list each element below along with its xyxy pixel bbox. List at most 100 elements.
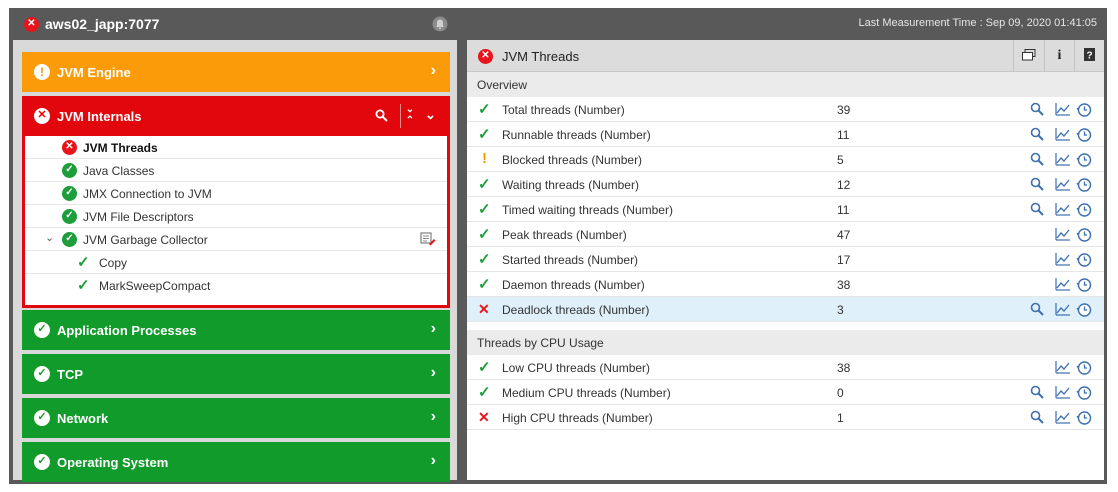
check-icon: ✓ — [77, 277, 90, 294]
svg-text:?: ? — [1086, 51, 1092, 62]
tree-item-jmx-connection[interactable]: ✓ JMX Connection to JVM — [25, 182, 447, 205]
history-icon[interactable] — [1076, 252, 1092, 268]
layer-network[interactable]: ✓ Network › — [22, 398, 450, 438]
check-icon: ✓ — [478, 251, 491, 268]
line-graph-icon[interactable] — [1055, 360, 1071, 376]
measure-row[interactable]: ✓ Timed waiting threads (Number) 11 — [467, 197, 1104, 222]
collapse-all-icon[interactable]: ⌄ ⌃ — [405, 104, 415, 126]
measure-row[interactable]: ✓ Total threads (Number) 39 — [467, 97, 1104, 122]
expand-chevron-icon[interactable]: ⌄ — [45, 232, 55, 244]
info-icon[interactable]: i — [1044, 40, 1074, 72]
layer-jvm-internals: ✕ JVM Internals ⌄ ⌃ ⌄ ✕ JVM Threads ✓ Jav… — [22, 96, 450, 308]
chevron-right-icon: › — [430, 62, 436, 79]
line-graph-icon[interactable] — [1055, 152, 1071, 168]
history-icon[interactable] — [1076, 277, 1092, 293]
measure-row[interactable]: ✓ Peak threads (Number) 47 — [467, 222, 1104, 247]
error-icon: ✕ — [34, 108, 50, 124]
layer-label: Network — [57, 411, 109, 426]
layer-jvm-engine[interactable]: ! JVM Engine › — [22, 52, 450, 92]
history-icon[interactable] — [1076, 177, 1092, 193]
history-icon[interactable] — [1076, 227, 1092, 243]
line-graph-icon[interactable] — [1055, 410, 1071, 426]
check-icon: ✓ — [478, 276, 491, 293]
measure-name: Waiting threads (Number) — [502, 178, 639, 192]
detailed-diagnosis-search-icon[interactable] — [1030, 302, 1046, 318]
warning-icon: ! — [34, 64, 50, 80]
detailed-diagnosis-search-icon[interactable] — [1030, 152, 1046, 168]
measure-value: 11 — [837, 128, 850, 142]
history-icon[interactable] — [1076, 302, 1092, 318]
measure-value: 38 — [837, 361, 851, 375]
line-graph-icon[interactable] — [1055, 177, 1071, 193]
line-graph-icon[interactable] — [1055, 277, 1071, 293]
windows-icon[interactable] — [1013, 40, 1043, 72]
tree-item-label: Java Classes — [83, 164, 155, 178]
check-circle-icon: ✓ — [62, 163, 77, 178]
measure-name: High CPU threads (Number) — [502, 411, 653, 425]
detailed-diagnosis-search-icon[interactable] — [1030, 102, 1046, 118]
layer-tcp[interactable]: ✓ TCP › — [22, 354, 450, 394]
layer-label: Operating System — [57, 455, 169, 470]
line-graph-icon[interactable] — [1055, 385, 1071, 401]
monitor-frame: ✕ aws02_japp:7077 Last Measurement Time … — [9, 8, 1107, 484]
check-circle-icon: ✓ — [62, 209, 77, 224]
history-icon[interactable] — [1076, 127, 1092, 143]
measure-row[interactable]: ✓ Runnable threads (Number) 11 — [467, 122, 1104, 147]
divider — [400, 104, 401, 128]
tree-item-label: JVM Threads — [83, 141, 158, 155]
measure-name: Runnable threads (Number) — [502, 128, 651, 142]
panel-title: JVM Threads — [502, 49, 580, 64]
line-graph-icon[interactable] — [1055, 302, 1071, 318]
search-icon[interactable] — [375, 109, 388, 122]
warning-icon: ! — [482, 150, 487, 167]
history-icon[interactable] — [1076, 410, 1092, 426]
measure-row[interactable]: ✓ Daemon threads (Number) 38 — [467, 272, 1104, 297]
top-bar: ✕ aws02_japp:7077 Last Measurement Time … — [9, 8, 1107, 40]
host-title: aws02_japp:7077 — [45, 16, 160, 32]
history-icon[interactable] — [1076, 385, 1092, 401]
measure-row[interactable]: ✓ Waiting threads (Number) 12 — [467, 172, 1104, 197]
alarm-bell-icon[interactable] — [432, 16, 448, 32]
detailed-diagnosis-search-icon[interactable] — [1030, 202, 1046, 218]
check-circle-icon: ✓ — [34, 410, 50, 426]
measure-name: Total threads (Number) — [502, 103, 625, 117]
help-icon[interactable]: ? — [1074, 40, 1104, 72]
tree-item-jvm-threads[interactable]: ✕ JVM Threads — [25, 136, 447, 159]
layer-jvm-internals-header[interactable]: ✕ JVM Internals ⌄ ⌃ ⌄ — [22, 96, 450, 136]
chevron-down-icon[interactable]: ⌄ — [425, 107, 436, 122]
measure-row[interactable]: ✓ Started threads (Number) 17 — [467, 247, 1104, 272]
measure-value: 12 — [837, 178, 851, 192]
detailed-diagnosis-search-icon[interactable] — [1030, 410, 1046, 426]
section-overview: Overview — [467, 72, 1104, 97]
line-graph-icon[interactable] — [1055, 202, 1071, 218]
measure-name: Low CPU threads (Number) — [502, 361, 651, 375]
history-icon[interactable] — [1076, 102, 1092, 118]
line-graph-icon[interactable] — [1055, 127, 1071, 143]
detailed-diagnosis-search-icon[interactable] — [1030, 127, 1046, 143]
detailed-diagnosis-search-icon[interactable] — [1030, 177, 1046, 193]
line-graph-icon[interactable] — [1055, 227, 1071, 243]
line-graph-icon[interactable] — [1055, 102, 1071, 118]
history-icon[interactable] — [1076, 202, 1092, 218]
tree-item-copy[interactable]: ✓ Copy — [25, 251, 447, 274]
measure-name: Daemon threads (Number) — [502, 278, 645, 292]
tree-item-java-classes[interactable]: ✓ Java Classes — [25, 159, 447, 182]
tree-item-marksweepcompact[interactable]: ✓ MarkSweepCompact — [25, 274, 447, 297]
detailed-diagnosis-search-icon[interactable] — [1030, 385, 1046, 401]
measure-name: Timed waiting threads (Number) — [502, 203, 673, 217]
history-icon[interactable] — [1076, 152, 1092, 168]
measure-value: 47 — [837, 228, 851, 242]
line-graph-icon[interactable] — [1055, 252, 1071, 268]
layer-application-processes[interactable]: ✓ Application Processes › — [22, 310, 450, 350]
measure-row[interactable]: ✓ Medium CPU threads (Number) 0 — [467, 380, 1104, 405]
tree-item-jvm-file-descriptors[interactable]: ✓ JVM File Descriptors — [25, 205, 447, 228]
measure-row[interactable]: ! Blocked threads (Number) 5 — [467, 147, 1104, 172]
tree-item-jvm-garbage-collector[interactable]: ⌄ ✓ JVM Garbage Collector — [25, 228, 447, 251]
measure-row[interactable]: ✕ Deadlock threads (Number) 3 — [467, 297, 1104, 322]
layer-operating-system[interactable]: ✓ Operating System › — [22, 442, 450, 482]
measure-row[interactable]: ✕ High CPU threads (Number) 1 — [467, 405, 1104, 430]
measure-row[interactable]: ✓ Low CPU threads (Number) 38 — [467, 355, 1104, 380]
history-icon[interactable] — [1076, 360, 1092, 376]
measure-value: 11 — [837, 203, 850, 217]
edit-config-icon[interactable] — [420, 232, 436, 246]
